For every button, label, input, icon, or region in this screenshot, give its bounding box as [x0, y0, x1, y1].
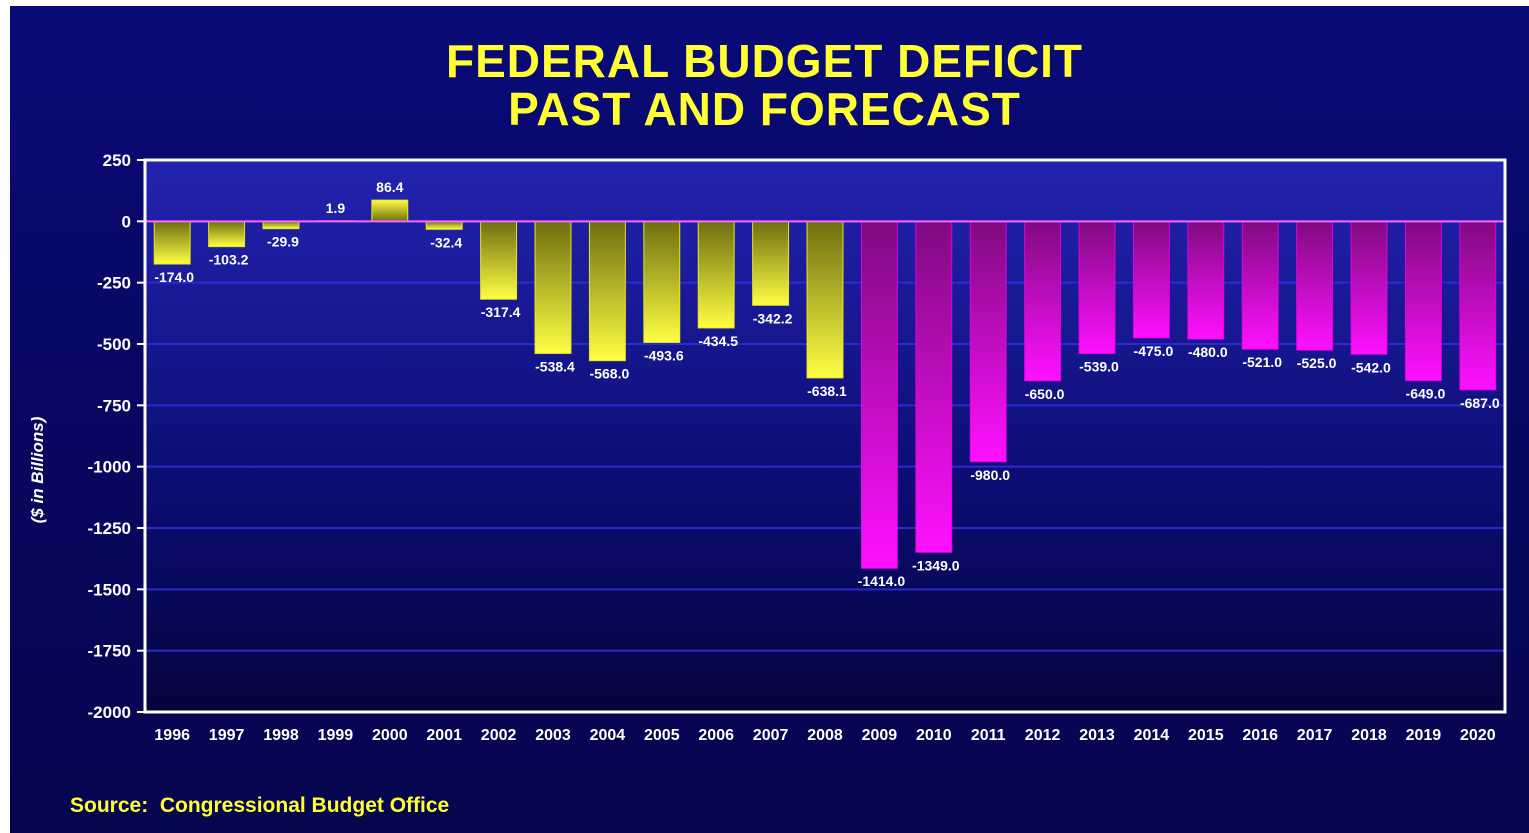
- bars-group: [145, 199, 1505, 569]
- bar-2014: [1132, 220, 1170, 339]
- x-tick-label: 2016: [1242, 727, 1278, 744]
- bar-2015: [1187, 220, 1225, 340]
- y-tick-label: 0: [122, 212, 131, 231]
- bar-1997: [208, 220, 246, 248]
- bar-2005: [643, 220, 681, 343]
- chart-title-line-2: PAST AND FORECAST: [508, 83, 1021, 135]
- y-tick-label: -250: [97, 274, 131, 293]
- x-tick-label: 2008: [807, 727, 843, 744]
- bar-2017: [1296, 220, 1334, 351]
- x-tick-label: 2004: [590, 727, 626, 744]
- y-tick-label: -1500: [88, 580, 131, 599]
- bar-2008: [806, 220, 844, 379]
- data-label-2000: 86.4: [376, 179, 403, 195]
- x-tick-label: 2005: [644, 727, 680, 744]
- bar-2012: [1024, 220, 1062, 382]
- data-label-2012: -650.0: [1025, 386, 1065, 402]
- bar-2001: [425, 220, 463, 230]
- data-label-2005: -493.6: [644, 347, 684, 363]
- data-label-2008: -638.1: [807, 383, 847, 399]
- x-tick-label: 2018: [1351, 727, 1387, 744]
- x-tick-label: 2013: [1079, 727, 1115, 744]
- data-label-2020: -687.0: [1460, 395, 1500, 411]
- bar-1998: [262, 220, 300, 230]
- data-label-1997: -103.2: [209, 252, 249, 268]
- x-tick-label: 2010: [916, 727, 952, 744]
- bar-2009: [860, 220, 898, 569]
- x-tick-label: 2006: [698, 727, 734, 744]
- x-tick-label: 2012: [1025, 727, 1061, 744]
- data-label-2017: -525.0: [1297, 355, 1337, 371]
- data-label-2007: -342.2: [753, 310, 793, 326]
- x-tick-label: 2014: [1134, 727, 1170, 744]
- bar-2006: [697, 220, 735, 329]
- data-label-2004: -568.0: [590, 366, 630, 382]
- bar-2003: [534, 220, 572, 354]
- bar-2000: [371, 199, 409, 222]
- data-label-1999: 1.9: [326, 200, 346, 216]
- bar-2004: [588, 220, 626, 362]
- x-tick-label: 1999: [318, 727, 354, 744]
- y-tick-label: -1000: [88, 458, 131, 477]
- bar-2016: [1241, 220, 1279, 350]
- bar-2019: [1404, 220, 1442, 382]
- plot-frame: [143, 158, 1507, 714]
- x-tick-label: 1998: [263, 727, 299, 744]
- x-axis-ticks: 1996 1997 1998 1999 2000 2001 2002 2003 2004 2005…: [154, 727, 1495, 744]
- data-label-2019: -649.0: [1406, 386, 1446, 402]
- bar-2020: [1459, 220, 1497, 391]
- x-tick-label: 2007: [753, 727, 789, 744]
- y-tick-label: -1250: [88, 519, 131, 538]
- data-label-2013: -539.0: [1079, 359, 1119, 375]
- x-tick-label: 2020: [1460, 727, 1496, 744]
- bar-2011: [969, 220, 1007, 463]
- y-tick-label: -500: [97, 335, 131, 354]
- y-tick-label: -750: [97, 396, 131, 415]
- y-tick-label: -2000: [88, 703, 131, 722]
- x-tick-label: 2003: [535, 727, 571, 744]
- x-tick-label: 2002: [481, 727, 517, 744]
- x-tick-label: 2011: [971, 727, 1006, 744]
- data-label-2006: -434.5: [698, 333, 738, 349]
- x-tick-label: 2015: [1188, 727, 1224, 744]
- x-tick-label: 1996: [154, 727, 190, 744]
- data-label-2011: -980.0: [970, 467, 1010, 483]
- bar-2007: [752, 220, 790, 306]
- data-label-2003: -538.4: [535, 358, 575, 374]
- chart-title-line-1: FEDERAL BUDGET DEFICIT: [445, 35, 1084, 87]
- bar-2018: [1350, 220, 1388, 355]
- y-tick-label: 250: [103, 151, 131, 170]
- bar-2002: [480, 220, 518, 300]
- x-tick-label: 2009: [862, 727, 898, 744]
- x-tick-label: 2019: [1406, 727, 1442, 744]
- data-label-1998: -29.9: [267, 234, 299, 250]
- x-tick-label: 2000: [372, 727, 408, 744]
- x-tick-label: 2017: [1297, 727, 1333, 744]
- data-label-1996: -174.0: [154, 269, 194, 285]
- data-label-2014: -475.0: [1134, 343, 1174, 359]
- data-labels-group: -174.0 -103.2 -29.9 1.9 86.4 -32.4 -317.4 -538.…: [154, 179, 1500, 589]
- data-label-2009: -1414.0: [858, 573, 906, 589]
- bar-2010: [915, 220, 953, 553]
- source-note: Source: Congressional Budget Office: [70, 794, 450, 817]
- data-label-2015: -480.0: [1188, 344, 1228, 360]
- y-axis-label: ($ in Billions): [28, 416, 47, 524]
- y-tick-label: -1750: [88, 642, 131, 661]
- bar-2013: [1078, 220, 1116, 355]
- y-axis-ticks: 250 0 -250 -500 -750 -1000 -1250 -1500 -1750 -200…: [88, 151, 145, 722]
- data-label-2001: -32.4: [430, 234, 462, 250]
- data-label-2002: -317.4: [481, 304, 521, 320]
- x-tick-label: 2001: [426, 727, 462, 744]
- bar-1996: [153, 220, 191, 265]
- data-label-2018: -542.0: [1351, 359, 1391, 375]
- data-label-2016: -521.0: [1242, 354, 1282, 370]
- x-tick-label: 1997: [209, 727, 245, 744]
- data-label-2010: -1349.0: [912, 557, 960, 573]
